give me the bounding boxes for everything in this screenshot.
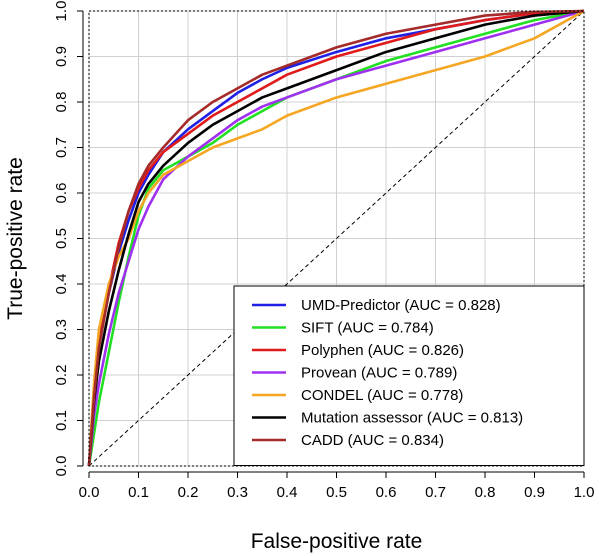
roc-curve-7 (87, 9, 585, 467)
x-axis-title: False-positive rate (251, 530, 423, 553)
legend-entry: Mutation assessor (AUC = 0.813) (252, 410, 523, 427)
x-tick-label: 0.2 (178, 484, 199, 501)
y-tick-label: 0.5 (53, 228, 70, 249)
legend-entry: Polyphen (AUC = 0.826) (252, 342, 464, 359)
legend-entry: SIFT (AUC = 0.784) (252, 320, 434, 337)
legend-entry: CADD (AUC = 0.834) (252, 432, 444, 449)
legend-label: UMD-Predictor (AUC = 0.828) (301, 297, 501, 314)
x-tick-label: 0.5 (326, 484, 347, 501)
legend-label: Polyphen (AUC = 0.826) (301, 342, 464, 359)
x-tick-label: 0.8 (475, 484, 496, 501)
y-axis-ticks: 0.0 0.1 0.2 0.3 0.4 0.5 0.6 0.7 0.8 0.9 1.0 (53, 1, 84, 477)
y-tick-label: 0.2 (53, 365, 70, 386)
roc-curve-4 (87, 9, 585, 467)
x-tick-label: 0.0 (79, 484, 100, 501)
y-tick-label: 1.0 (53, 1, 70, 22)
x-tick-label: 0.6 (376, 484, 397, 501)
roc-curves (87, 9, 585, 467)
x-tick-label: 0.7 (425, 484, 446, 501)
legend-label: CONDEL (AUC = 0.778) (301, 387, 463, 404)
diagonal-reference-line (88, 10, 585, 467)
y-tick-label: 0.4 (53, 274, 70, 295)
roc-curve-6 (87, 9, 585, 467)
legend-entry: Provean (AUC = 0.789) (252, 365, 457, 382)
y-axis-title: True-positive rate (4, 157, 27, 320)
y-tick-label: 0.1 (53, 410, 70, 431)
x-tick-label: 0.1 (128, 484, 149, 501)
legend-label: CADD (AUC = 0.834) (301, 432, 444, 449)
legend-entry: CONDEL (AUC = 0.778) (252, 387, 463, 404)
y-tick-label: 0.3 (53, 319, 70, 340)
y-tick-label: 0.0 (53, 456, 70, 477)
legend-box (233, 285, 585, 466)
x-tick-label: 0.4 (277, 484, 298, 501)
legend-entry: UMD-Predictor (AUC = 0.828) (252, 297, 501, 314)
y-tick-label: 0.9 (53, 46, 70, 67)
x-tick-label: 0.3 (227, 484, 248, 501)
legend-label: Mutation assessor (AUC = 0.813) (301, 410, 523, 427)
legend-items: UMD-Predictor (AUC = 0.828) SIFT (AUC = 0… (252, 297, 523, 449)
legend-label: SIFT (AUC = 0.784) (301, 320, 434, 337)
legend-label: Provean (AUC = 0.789) (301, 365, 457, 382)
x-tick-label: 1.0 (574, 484, 595, 501)
x-axis-ticks: 0.0 0.1 0.2 0.3 0.4 0.5 0.6 0.7 0.8 0.9 1.0 (79, 471, 595, 501)
y-tick-label: 0.7 (53, 137, 70, 158)
legend: UMD-Predictor (AUC = 0.828) SIFT (AUC = 0… (233, 285, 585, 466)
x-tick-label: 0.9 (524, 484, 545, 501)
roc-curve-2 (87, 9, 585, 467)
y-tick-label: 0.8 (53, 92, 70, 113)
y-tick-label: 0.6 (53, 183, 70, 204)
